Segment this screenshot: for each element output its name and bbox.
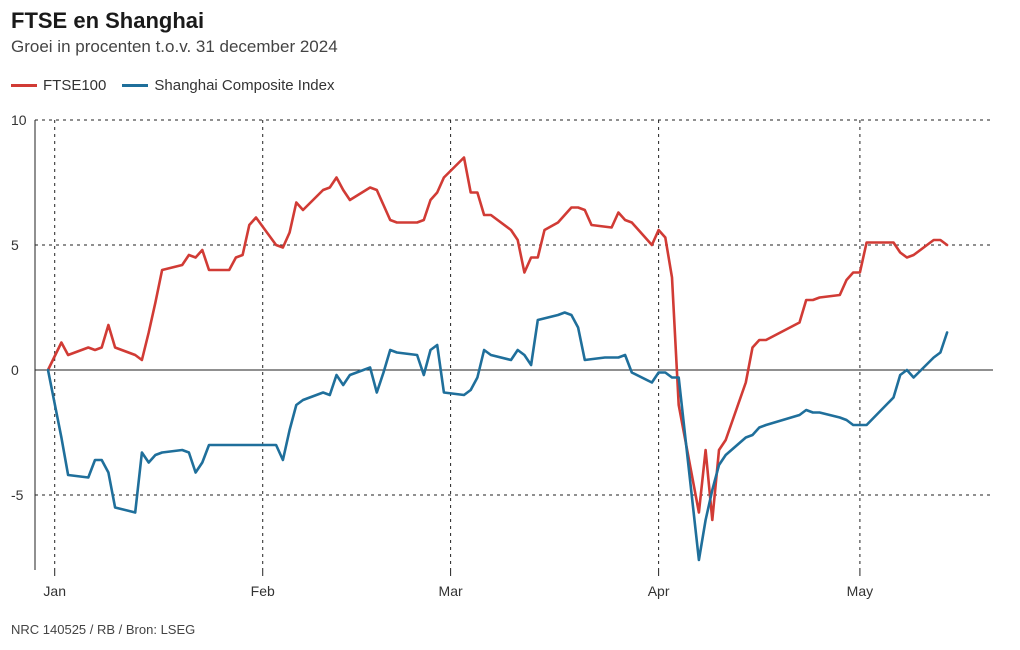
legend-label-ftse100: FTSE100 bbox=[43, 77, 107, 94]
x-tick-label: Feb bbox=[251, 583, 275, 599]
x-tick-label: Jan bbox=[43, 583, 66, 599]
x-tick-label: Apr bbox=[648, 583, 670, 599]
chart-subtitle: Groei in procenten t.o.v. 31 december 20… bbox=[11, 37, 338, 56]
y-tick-label: 10 bbox=[11, 112, 27, 128]
legend-swatch-ftse100 bbox=[11, 84, 37, 87]
x-tick-label: May bbox=[847, 583, 873, 599]
chart-legend: FTSE100 Shanghai Composite Index bbox=[11, 77, 351, 94]
legend-swatch-shanghai bbox=[122, 84, 149, 87]
y-tick-label: 0 bbox=[11, 362, 19, 378]
legend-item-ftse100: FTSE100 bbox=[11, 77, 106, 94]
series-line-ftse100 bbox=[46, 156, 949, 522]
legend-item-shanghai: Shanghai Composite Index bbox=[122, 77, 335, 94]
series-line-shanghai bbox=[46, 311, 949, 562]
source-note: NRC 140525 / RB / Bron: LSEG bbox=[11, 622, 196, 637]
x-tick-label: Mar bbox=[439, 583, 463, 599]
chart-title: FTSE en Shanghai bbox=[11, 8, 205, 33]
y-tick-label: 5 bbox=[11, 237, 19, 253]
legend-label-shanghai: Shanghai Composite Index bbox=[154, 77, 335, 94]
y-tick-label: -5 bbox=[11, 487, 24, 503]
